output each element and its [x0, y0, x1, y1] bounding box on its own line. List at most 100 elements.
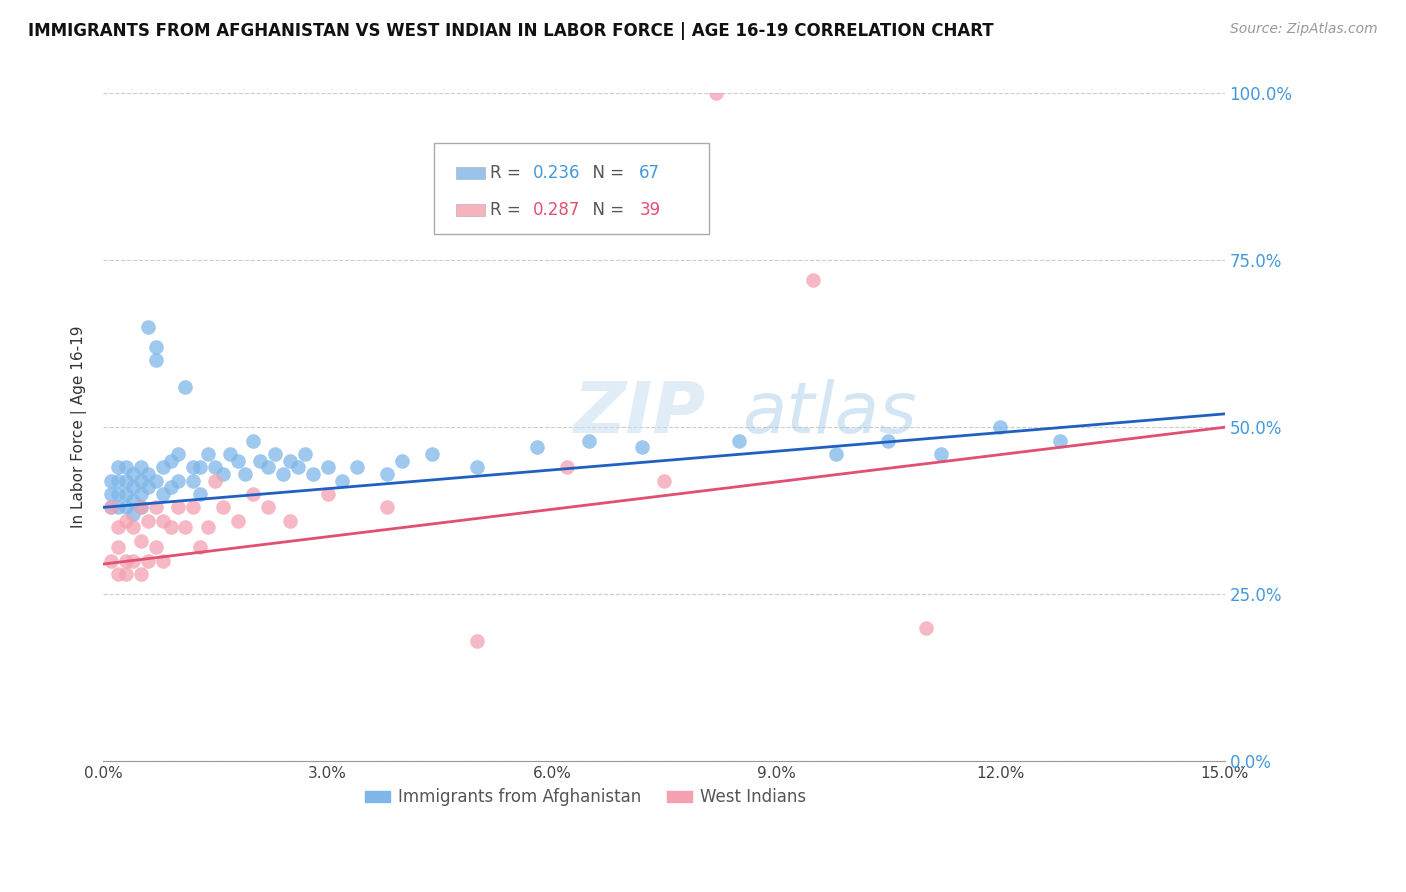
Point — [129, 487, 152, 501]
Point — [1049, 434, 1071, 448]
Point — [100, 554, 122, 568]
Point — [122, 520, 145, 534]
Point — [167, 500, 190, 515]
Point — [114, 487, 136, 501]
Point — [114, 500, 136, 515]
Point — [136, 554, 159, 568]
Point — [197, 447, 219, 461]
Point — [129, 474, 152, 488]
Point — [100, 500, 122, 515]
Point — [301, 467, 323, 481]
Point — [107, 567, 129, 582]
Point — [704, 87, 727, 101]
Point — [136, 514, 159, 528]
Point — [233, 467, 256, 481]
Point — [465, 633, 488, 648]
Text: N =: N = — [582, 164, 630, 182]
Point — [242, 487, 264, 501]
Point — [346, 460, 368, 475]
Text: IMMIGRANTS FROM AFGHANISTAN VS WEST INDIAN IN LABOR FORCE | AGE 16-19 CORRELATIO: IMMIGRANTS FROM AFGHANISTAN VS WEST INDI… — [28, 22, 994, 40]
Point — [145, 340, 167, 354]
Point — [114, 567, 136, 582]
Point — [197, 520, 219, 534]
Text: N =: N = — [582, 201, 630, 219]
Point — [316, 487, 339, 501]
Point — [107, 487, 129, 501]
Point — [914, 621, 936, 635]
Point — [181, 500, 204, 515]
Point — [211, 500, 233, 515]
Y-axis label: In Labor Force | Age 16-19: In Labor Force | Age 16-19 — [72, 326, 87, 528]
Point — [122, 507, 145, 521]
Point — [287, 460, 309, 475]
Point — [152, 554, 174, 568]
Text: atlas: atlas — [742, 379, 917, 449]
Text: Source: ZipAtlas.com: Source: ZipAtlas.com — [1230, 22, 1378, 37]
Point — [420, 447, 443, 461]
Point — [159, 520, 181, 534]
Point — [136, 480, 159, 494]
Point — [242, 434, 264, 448]
Point — [145, 541, 167, 555]
Point — [100, 487, 122, 501]
Point — [929, 447, 952, 461]
FancyBboxPatch shape — [457, 167, 485, 179]
Point — [181, 474, 204, 488]
FancyBboxPatch shape — [434, 144, 709, 234]
Point — [129, 500, 152, 515]
Text: 0.236: 0.236 — [533, 164, 581, 182]
Point — [107, 474, 129, 488]
Point — [114, 514, 136, 528]
Point — [204, 460, 226, 475]
Point — [391, 453, 413, 467]
Point — [107, 460, 129, 475]
Point — [145, 500, 167, 515]
Point — [136, 320, 159, 334]
Point — [107, 500, 129, 515]
Point — [152, 514, 174, 528]
Point — [278, 514, 301, 528]
Point — [167, 474, 190, 488]
Point — [145, 474, 167, 488]
Text: 0.287: 0.287 — [533, 201, 581, 219]
Point — [555, 460, 578, 475]
Point — [219, 447, 242, 461]
Text: 67: 67 — [640, 164, 661, 182]
Point — [226, 514, 249, 528]
Point — [107, 520, 129, 534]
Point — [630, 440, 652, 454]
Point — [190, 487, 212, 501]
Point — [129, 533, 152, 548]
Point — [122, 554, 145, 568]
Point — [526, 440, 548, 454]
Point — [167, 447, 190, 461]
Point — [825, 447, 848, 461]
Point — [226, 453, 249, 467]
Point — [465, 460, 488, 475]
Point — [727, 434, 749, 448]
Point — [256, 460, 278, 475]
Point — [107, 541, 129, 555]
Point — [152, 460, 174, 475]
Point — [190, 541, 212, 555]
Point — [114, 554, 136, 568]
FancyBboxPatch shape — [457, 204, 485, 216]
Point — [100, 474, 122, 488]
Point — [114, 474, 136, 488]
Point — [877, 434, 900, 448]
Point — [122, 480, 145, 494]
Point — [152, 487, 174, 501]
Point — [652, 474, 675, 488]
Point — [159, 480, 181, 494]
Point — [211, 467, 233, 481]
Point — [190, 460, 212, 475]
Point — [145, 353, 167, 368]
Point — [114, 460, 136, 475]
Text: R =: R = — [491, 201, 526, 219]
Point — [375, 500, 398, 515]
Point — [578, 434, 600, 448]
Point — [249, 453, 271, 467]
Point — [129, 460, 152, 475]
Point — [159, 453, 181, 467]
Point — [375, 467, 398, 481]
